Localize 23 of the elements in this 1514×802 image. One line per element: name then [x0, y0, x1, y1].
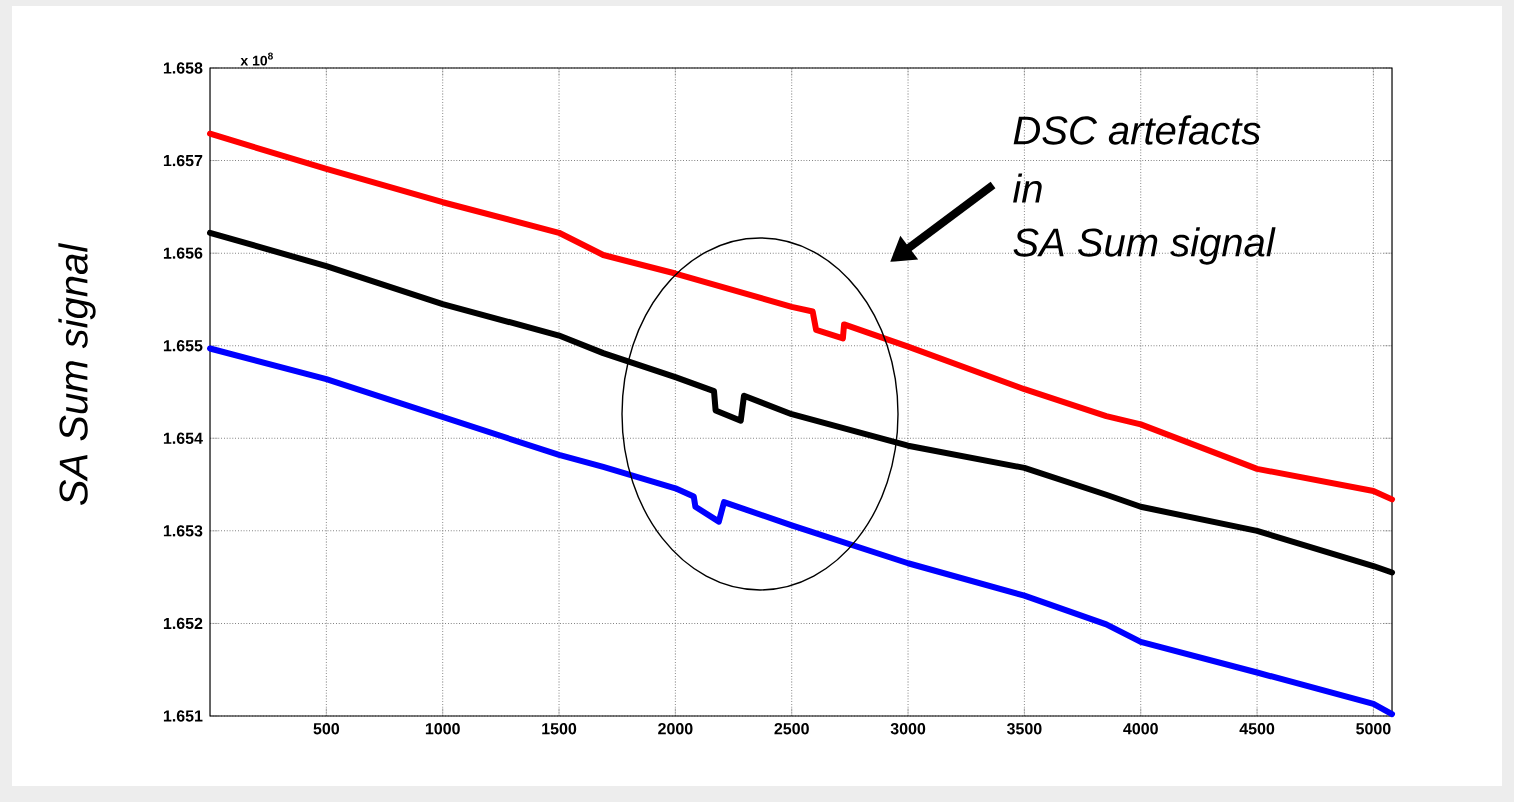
- y-tick-label: 1.658: [163, 62, 203, 74]
- x-tick-label: 1500: [542, 723, 577, 735]
- annotation: DSC artefacts: [1013, 115, 1261, 145]
- y-tick-label: 1.653: [163, 525, 203, 537]
- x-tick-label: 3000: [890, 723, 926, 735]
- y-tick-label: 1.652: [163, 617, 203, 630]
- x-tick-label: 4000: [1123, 723, 1158, 735]
- annotation: in: [1013, 173, 1042, 203]
- x-tick-label: 4500: [1239, 723, 1275, 735]
- y-tick-label: 1.651: [163, 710, 203, 722]
- x-tick-label: 2500: [774, 723, 809, 735]
- x-tick-label: 5000: [1356, 723, 1391, 735]
- x-tick-label: 500: [313, 723, 340, 735]
- y-tick-label: 1.655: [163, 340, 203, 352]
- y-tick-label: 1.657: [163, 154, 203, 167]
- y-tick-label: 1.654: [163, 432, 203, 444]
- x-tick-label: 3500: [1006, 723, 1042, 735]
- annotation: SA Sum signal: [1013, 227, 1276, 265]
- text: x 10$^{8}$: [240, 52, 273, 66]
- y-axis-title: SA Sum signal: [58, 242, 96, 506]
- x-tick-label: 1000: [425, 723, 460, 735]
- y-tick-label: 1.656: [163, 247, 203, 259]
- x-tick-label: 2000: [658, 723, 693, 735]
